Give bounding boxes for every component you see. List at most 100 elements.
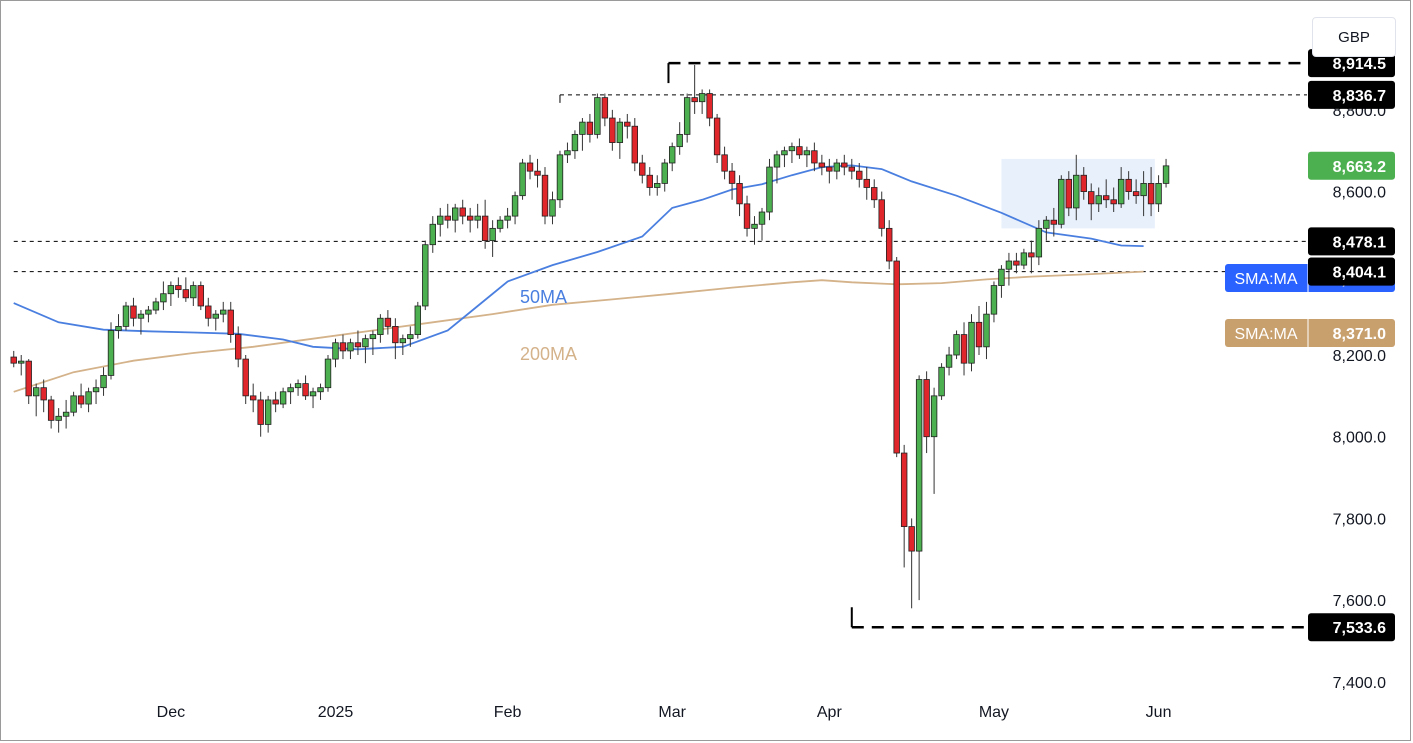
candle <box>317 383 324 400</box>
currency-badge[interactable]: GBP <box>1312 17 1396 57</box>
candle <box>758 207 766 241</box>
candle-body <box>893 260 900 454</box>
candle-body <box>863 178 870 188</box>
candle <box>62 399 70 429</box>
candle <box>863 167 870 200</box>
candle <box>1162 158 1170 188</box>
candle <box>130 297 137 327</box>
candle-body <box>309 391 317 397</box>
level-tag-bg <box>1308 227 1395 256</box>
candle-body <box>908 526 915 552</box>
candle-body <box>474 215 481 221</box>
candle-body <box>70 395 77 413</box>
candle-body <box>302 383 309 397</box>
candle <box>92 379 100 405</box>
candle <box>504 207 511 229</box>
candle-body <box>579 121 586 135</box>
sma200-line <box>13 270 1144 393</box>
candle <box>968 314 975 372</box>
candle-body <box>781 150 788 156</box>
candle <box>519 158 526 200</box>
candle-body <box>107 330 115 376</box>
candle <box>85 387 92 413</box>
candle-body <box>639 162 646 176</box>
candle-body <box>182 289 190 299</box>
candle <box>556 150 564 208</box>
candle-body <box>803 150 811 156</box>
candle-body <box>481 215 489 242</box>
candle-body <box>1132 191 1140 197</box>
candle-body <box>175 285 182 291</box>
candle-body <box>1005 260 1013 270</box>
candle <box>766 158 773 221</box>
candle-body <box>10 356 17 364</box>
candle <box>339 334 347 360</box>
candle <box>459 199 466 225</box>
candle-body <box>332 342 339 360</box>
x-tick-label: May <box>979 704 1009 721</box>
candle-body <box>691 97 698 103</box>
candle-body <box>40 387 47 401</box>
candle-body <box>294 383 302 389</box>
candle-body <box>900 452 908 527</box>
candle-body <box>489 227 496 242</box>
candle <box>18 355 25 376</box>
candle-body <box>190 285 197 299</box>
candle <box>354 330 362 355</box>
candle <box>534 158 541 188</box>
last-price-tag-value: 8,663.2 <box>1333 159 1386 176</box>
candle <box>975 305 983 355</box>
level-tag: 8,836.7 <box>1308 80 1395 109</box>
candle-body <box>220 309 227 315</box>
candle <box>908 518 915 609</box>
candle-body <box>437 215 444 225</box>
candle-body <box>758 211 766 225</box>
candle-body <box>1065 178 1072 209</box>
candle-body <box>683 97 691 135</box>
candle-body <box>1155 183 1162 205</box>
candle <box>953 330 960 360</box>
candle <box>900 444 908 568</box>
candle-body <box>1140 183 1147 197</box>
candle-body <box>152 301 160 311</box>
candle-body <box>871 187 878 201</box>
candle <box>1013 252 1020 274</box>
candle-body <box>609 117 616 143</box>
candle <box>40 379 47 413</box>
candle-body <box>504 215 511 221</box>
candle <box>683 93 691 143</box>
candle-body <box>631 125 638 164</box>
candle-body <box>227 309 234 335</box>
candle-body <box>721 154 728 172</box>
candle <box>773 150 781 184</box>
candle-body <box>654 183 661 188</box>
candle <box>25 359 32 405</box>
candle <box>452 203 459 233</box>
sma50-line <box>13 164 1144 351</box>
candle-body <box>1050 219 1058 225</box>
candle <box>496 216 504 233</box>
candle-body <box>339 342 347 352</box>
candle-body <box>833 162 841 172</box>
x-tick-label: Dec <box>157 704 185 721</box>
level-tag-value: 8,914.5 <box>1333 56 1386 73</box>
candle-body <box>915 379 923 552</box>
candle <box>526 154 534 180</box>
level-tag: 7,533.6 <box>1308 613 1395 642</box>
candle <box>1125 171 1132 200</box>
candle-body <box>624 121 631 127</box>
candle <box>1102 179 1110 208</box>
candle <box>399 334 407 355</box>
candle <box>392 318 399 360</box>
sma50-label: 50MA <box>520 287 567 307</box>
candle <box>571 130 579 159</box>
candle-body <box>1125 178 1132 192</box>
candle-body <box>1058 178 1065 225</box>
candle-body <box>459 207 466 217</box>
candle <box>481 199 489 249</box>
candle <box>145 305 152 323</box>
candle <box>1132 179 1140 204</box>
candle-body <box>122 305 130 327</box>
candle <box>594 93 601 139</box>
